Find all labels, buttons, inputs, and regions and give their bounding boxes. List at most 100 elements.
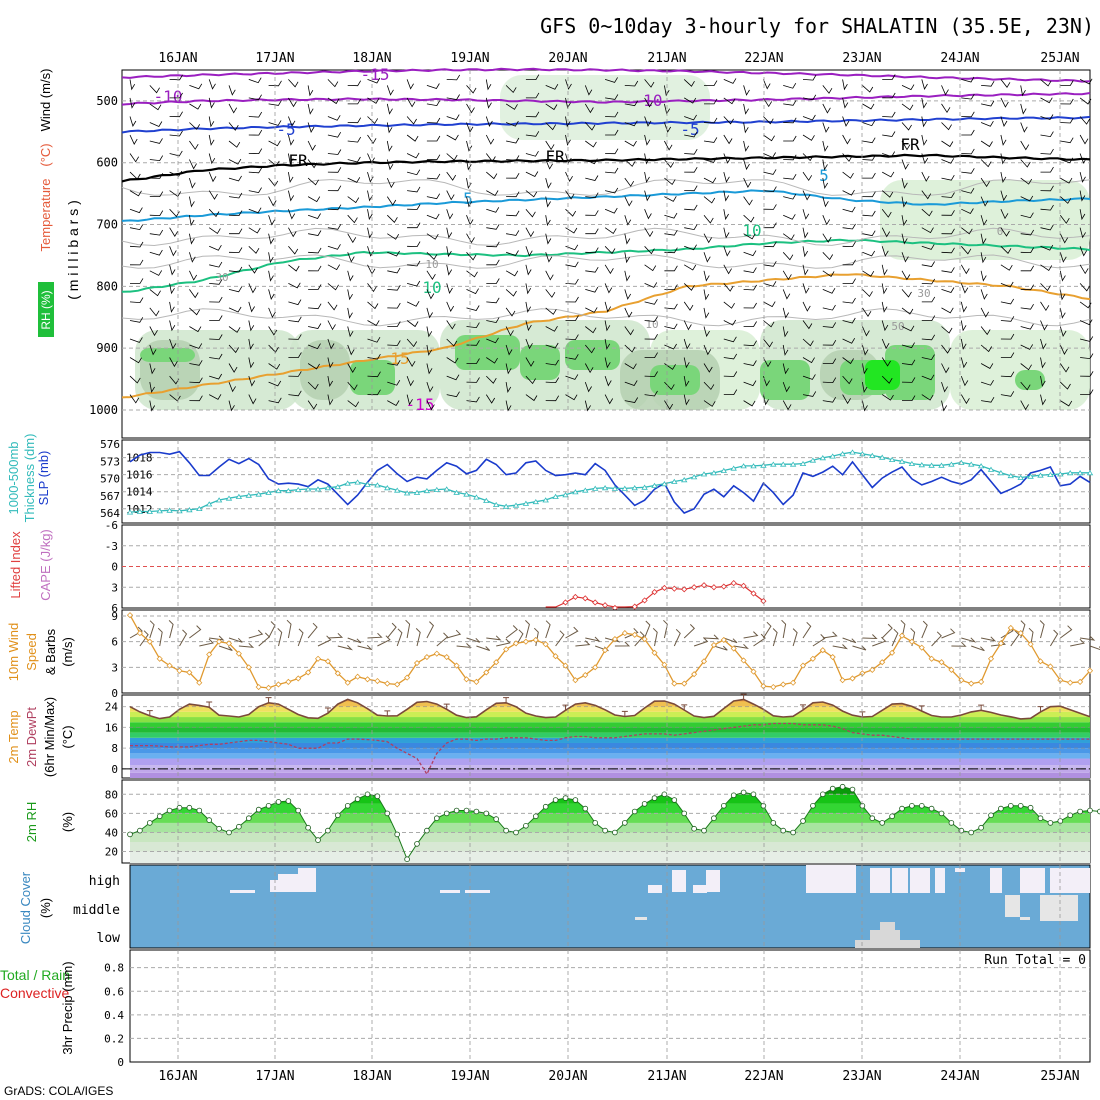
upper-wind-barb — [802, 320, 813, 330]
upper-wind-barb — [822, 396, 837, 403]
precipitation-panel: 0 0.2 0.4 0.6 0.8 — [104, 949, 1091, 1069]
upper-wind-barb — [862, 137, 876, 144]
surface-wind-barb — [476, 645, 491, 651]
upper-wind-barb — [525, 375, 536, 385]
upper-wind-barb — [426, 100, 441, 107]
upper-wind-barb — [1059, 289, 1066, 301]
wind-speed-point — [503, 646, 510, 653]
upper-wind-barb — [248, 94, 262, 101]
upper-wind-barb — [703, 326, 710, 338]
li-tick: -6 — [105, 519, 118, 532]
upper-wind-barb — [960, 375, 969, 387]
li-point — [730, 580, 737, 587]
surface-wind-barb — [862, 634, 878, 640]
upper-wind-barb — [446, 171, 457, 181]
rh-unit-label: (%) — [60, 812, 75, 832]
thickness-point — [393, 487, 401, 493]
upper-wind-barb — [901, 103, 914, 111]
upper-wind-barb — [842, 357, 854, 365]
upper-wind-barb — [763, 134, 775, 142]
wind-speed-point — [493, 659, 500, 666]
upper-wind-barb — [446, 190, 455, 201]
surface-wind-barb — [415, 628, 421, 647]
upper-wind-barb — [743, 214, 755, 223]
rh-point — [523, 822, 529, 829]
high-cloud-bar — [465, 890, 490, 893]
temp-color-band — [130, 722, 1090, 728]
upper-wind-barb — [446, 264, 453, 276]
upper-wind-barb — [308, 303, 322, 310]
surface-wind-barb — [129, 626, 143, 639]
upper-wind-barb — [248, 338, 254, 350]
surface-wind-barb — [900, 619, 906, 639]
upper-wind-barb — [189, 289, 199, 299]
rh-point — [839, 783, 846, 790]
upper-wind-barb — [485, 134, 495, 145]
upper-wind-barb — [901, 289, 912, 298]
wind-speed-point — [987, 655, 995, 662]
upper-wind-barb — [288, 190, 295, 202]
upper-wind-barb — [644, 246, 655, 255]
upper-wind-barb — [723, 353, 738, 360]
upper-wind-barb — [1080, 389, 1094, 395]
temp-color-band — [130, 727, 1090, 733]
upper-wind-barb — [327, 338, 335, 350]
rh-point — [265, 802, 272, 809]
rh-point — [196, 807, 203, 814]
wind-speed-point — [611, 636, 619, 643]
surface-wind-barb — [792, 628, 798, 647]
upper-wind-barb — [605, 187, 619, 194]
rh-point — [186, 804, 193, 811]
upper-wind-barb — [1079, 264, 1089, 275]
upper-wind-barb — [960, 264, 970, 275]
contour-label: 10 — [425, 258, 438, 271]
rh-point — [790, 829, 796, 836]
surface-wind-barb — [614, 641, 631, 647]
precip-tick: 0 — [117, 1056, 124, 1069]
slp-tick: 1018 — [126, 452, 153, 465]
rh-color-band — [130, 832, 1090, 843]
pressure-tick: 500 — [96, 94, 118, 108]
upper-wind-barb — [743, 302, 757, 309]
rh-high-shading — [1015, 370, 1045, 390]
upper-wind-barb — [684, 148, 698, 155]
top-date-label: 19JAN — [450, 51, 489, 66]
upper-wind-barb — [960, 283, 969, 294]
surface-wind-barb — [565, 626, 579, 639]
li-point — [631, 603, 638, 610]
upper-wind-barb — [565, 278, 579, 285]
upper-wind-barb — [149, 85, 160, 94]
upper-wind-barb — [901, 325, 915, 332]
upper-wind-barb — [743, 360, 757, 366]
upper-wind-barb — [545, 122, 557, 131]
pressure-tick: 1000 — [89, 403, 118, 417]
rh-point — [1087, 807, 1093, 814]
upper-wind-barb — [1060, 381, 1071, 390]
upper-wind-barb — [228, 344, 240, 354]
upper-wind-barb — [941, 287, 955, 293]
upper-wind-barb — [565, 171, 573, 183]
surface-wind-barb — [466, 637, 481, 643]
upper-wind-barb — [862, 289, 873, 298]
upper-wind-barb — [802, 153, 814, 162]
surface-wind-barb — [951, 641, 967, 647]
thickness-point — [502, 503, 510, 509]
upper-wind-barb — [822, 215, 831, 226]
rh-point — [711, 815, 717, 821]
upper-wind-barb — [862, 120, 876, 127]
thickness-point — [403, 490, 411, 496]
wind-speed-point — [384, 680, 391, 687]
upper-wind-barb — [980, 215, 988, 226]
mid-cloud-bar — [1005, 895, 1020, 917]
temp-max-marker — [918, 705, 925, 712]
li-point — [592, 599, 599, 606]
upper-wind-barb — [1040, 264, 1053, 271]
thickness-axis-label: 1000-500mb — [6, 442, 21, 515]
upper-wind-barb — [505, 120, 519, 127]
surface-wind-barb — [733, 643, 749, 650]
upper-wind-barb — [664, 122, 672, 133]
bottom-date-label: 20JAN — [548, 1069, 587, 1084]
thickness-point — [433, 486, 441, 492]
upper-wind-barb — [189, 159, 197, 170]
